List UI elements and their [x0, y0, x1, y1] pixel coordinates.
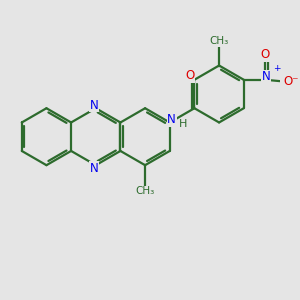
- Text: N: N: [89, 99, 98, 112]
- Text: CH₃: CH₃: [209, 36, 229, 46]
- Text: H: H: [179, 119, 187, 129]
- Text: O: O: [260, 48, 270, 61]
- Text: CH₃: CH₃: [136, 187, 155, 196]
- Text: N: N: [167, 113, 176, 126]
- Text: N: N: [89, 162, 98, 175]
- Text: N: N: [262, 70, 270, 83]
- Text: O: O: [185, 70, 194, 83]
- Text: +: +: [274, 64, 281, 74]
- Text: O⁻: O⁻: [284, 75, 299, 88]
